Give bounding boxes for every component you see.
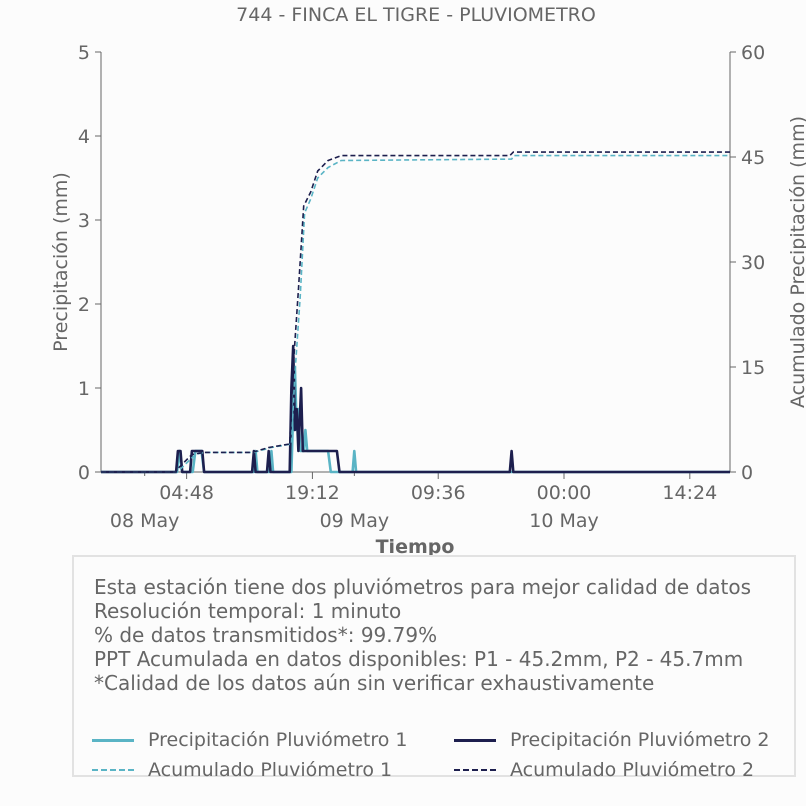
info-line: Esta estación tiene dos pluviómetros par…: [94, 575, 752, 599]
x-date-label: 08 May: [110, 510, 180, 532]
info-line: % de datos transmitidos*: 99.79%: [94, 623, 438, 647]
x-axis-label: Tiempo: [376, 536, 455, 558]
series-line: [101, 344, 730, 474]
legend-label: Acumulado Pluviómetro 2: [510, 759, 755, 781]
legend-item: Precipitación Pluviómetro 1: [92, 729, 408, 751]
legend-label: Precipitación Pluviómetro 1: [148, 729, 408, 751]
legend-item: Acumulado Pluviómetro 1: [92, 759, 392, 781]
series-line: [101, 154, 730, 473]
info-line: *Calidad de los datos aún sin verificar …: [94, 671, 655, 695]
legend-label: Precipitación Pluviómetro 2: [510, 729, 770, 751]
info-line: Resolución temporal: 1 minuto: [94, 599, 402, 623]
y2-tick-label: 15: [741, 357, 765, 379]
x-tick-label: 04:48: [159, 482, 214, 504]
x-tick-label: 09:36: [411, 482, 466, 504]
x-date-label: 09 May: [320, 510, 390, 532]
y-tick-label: 4: [78, 126, 90, 148]
y2-axis-label: Acumulado Precipitación (mm): [787, 116, 806, 408]
legend-item: Precipitación Pluviómetro 2: [454, 729, 770, 751]
y-tick-label: 5: [78, 42, 90, 64]
info-line: PPT Acumulada en datos disponibles: P1 -…: [94, 647, 744, 671]
info-box: Esta estación tiene dos pluviómetros par…: [72, 555, 796, 781]
y-tick-label: 1: [78, 378, 90, 400]
info-text: Esta estación tiene dos pluviómetros par…: [94, 575, 751, 695]
series-line: [101, 151, 730, 473]
x-tick-label: 00:00: [537, 482, 592, 504]
y2-tick-label: 30: [741, 252, 765, 274]
y-tick-label: 3: [78, 210, 90, 232]
rainfall-chart: 744 - FINCA EL TIGRE - PLUVIOMETRO 0 1 2 3 4…: [50, 4, 806, 558]
y-tick-label: 2: [78, 294, 90, 316]
legend-item: Acumulado Pluviómetro 2: [454, 759, 754, 781]
x-tick-label: 19:12: [285, 482, 340, 504]
legend-swatch-solid-navy: [454, 738, 496, 742]
y2-tick-label: 0: [741, 462, 753, 484]
chart-title: 744 - FINCA EL TIGRE - PLUVIOMETRO: [236, 4, 596, 26]
legend-swatch-dashed-navy: [454, 769, 496, 771]
y2-tick-label: 45: [741, 147, 765, 169]
legend-label: Acumulado Pluviómetro 1: [148, 759, 393, 781]
y-axis-label: Precipitación (mm): [50, 172, 72, 352]
y2-tick-label: 60: [741, 42, 765, 64]
x-tick-label: 14:24: [662, 482, 717, 504]
legend-swatch-dashed-teal: [92, 769, 134, 771]
x-date-label: 10 May: [529, 510, 599, 532]
y-tick-label: 0: [78, 462, 90, 484]
series-line: [101, 365, 730, 474]
legend-swatch-solid-teal: [92, 738, 134, 742]
